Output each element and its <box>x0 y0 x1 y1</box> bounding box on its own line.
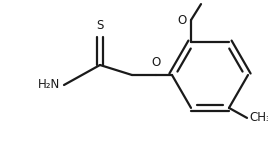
Text: O: O <box>178 14 187 27</box>
Text: CH₃: CH₃ <box>249 111 268 124</box>
Text: S: S <box>96 19 104 32</box>
Text: H₂N: H₂N <box>38 78 60 91</box>
Text: CH₃: CH₃ <box>203 0 225 2</box>
Text: O: O <box>151 56 161 69</box>
